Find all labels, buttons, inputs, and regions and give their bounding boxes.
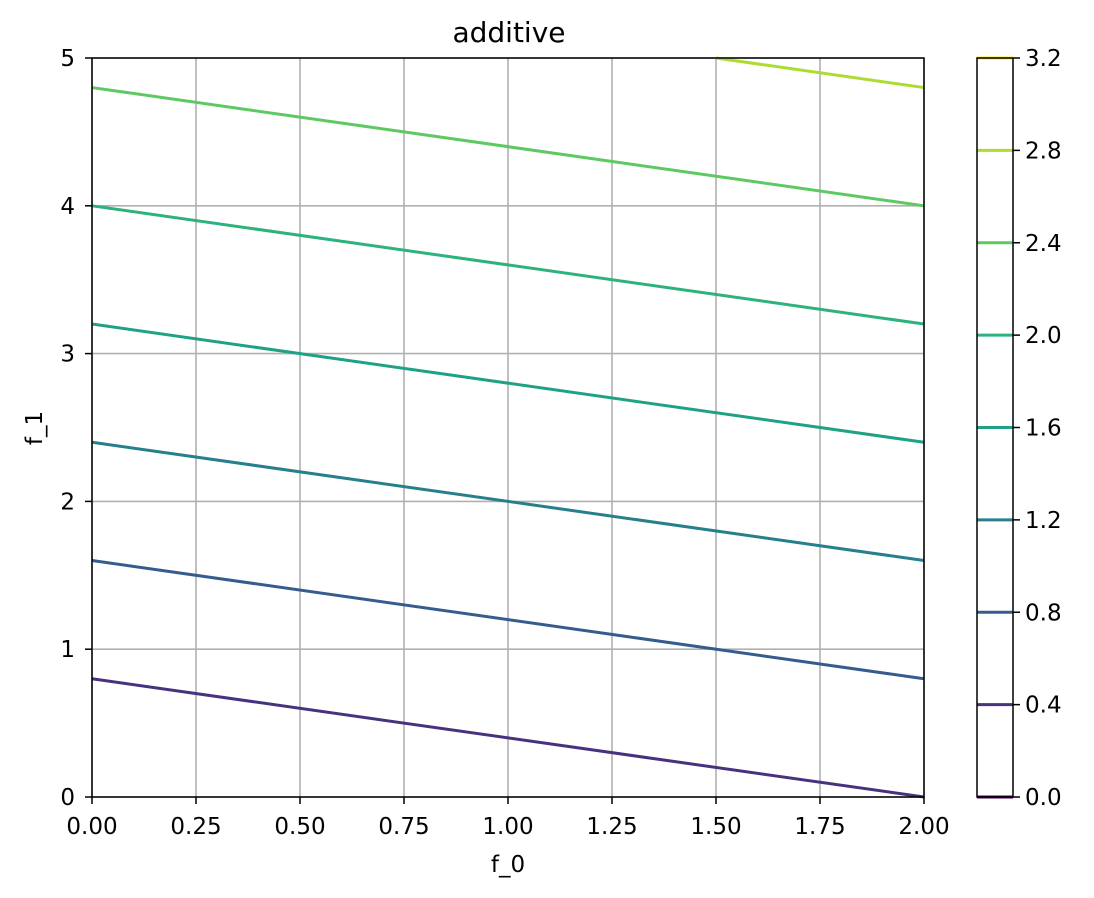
colorbar-tick-label: 0.4 (1025, 693, 1062, 719)
y-axis-ticks: 0 1 2 3 4 5 (60, 46, 92, 811)
x-tick-label: 0.75 (378, 814, 429, 840)
colorbar-tick-label: 1.6 (1025, 416, 1062, 442)
x-axis-label: f_0 (491, 852, 525, 878)
x-tick-label: 1.25 (586, 814, 637, 840)
y-tick-label: 0 (60, 785, 75, 811)
chart-title: additive (452, 16, 565, 49)
x-tick-label: 1.50 (690, 814, 741, 840)
contour-line-0.8 (91, 559, 925, 681)
colorbar-tick-label: 1.2 (1025, 508, 1062, 534)
y-tick-label: 5 (60, 46, 75, 72)
x-axis-ticks: 0.00 0.25 0.50 0.75 1.00 1.25 1.50 1.75 2.00 (66, 797, 950, 840)
x-tick-label: 0.25 (170, 814, 221, 840)
contour-line-2.4 (91, 86, 925, 208)
y-tick-label: 1 (60, 637, 75, 663)
colorbar-tick-label: 2.8 (1025, 138, 1062, 164)
y-tick-label: 3 (60, 342, 75, 368)
contour-line-0.4 (91, 677, 925, 799)
colorbar-tick-label: 0.8 (1025, 600, 1062, 626)
y-tick-label: 2 (60, 489, 75, 515)
y-tick-label: 4 (60, 194, 75, 220)
colorbar: 0.0 0.4 0.8 1.2 1.6 2.0 2.4 2.8 3.2 (976, 46, 1062, 811)
x-tick-label: 0.50 (274, 814, 325, 840)
contour-line-1.6 (91, 322, 925, 444)
y-axis-label: f_1 (22, 411, 48, 445)
x-tick-label: 1.00 (482, 814, 533, 840)
contour-line-2 (91, 204, 925, 326)
grid-lines (91, 57, 925, 798)
colorbar-frame (976, 57, 1014, 798)
colorbar-tick-label: 2.4 (1025, 231, 1062, 257)
colorbar-tick-label: 2.0 (1025, 323, 1062, 349)
contour-lines (91, 56, 925, 799)
colorbar-tick-label: 0.0 (1025, 785, 1062, 811)
contour-line-1.2 (91, 440, 925, 563)
contour-line-2.8 (715, 56, 925, 90)
x-tick-label: 1.75 (794, 814, 845, 840)
colorbar-tick-label: 3.2 (1025, 46, 1062, 72)
x-tick-label: 0.00 (66, 814, 117, 840)
x-tick-label: 2.00 (898, 814, 949, 840)
